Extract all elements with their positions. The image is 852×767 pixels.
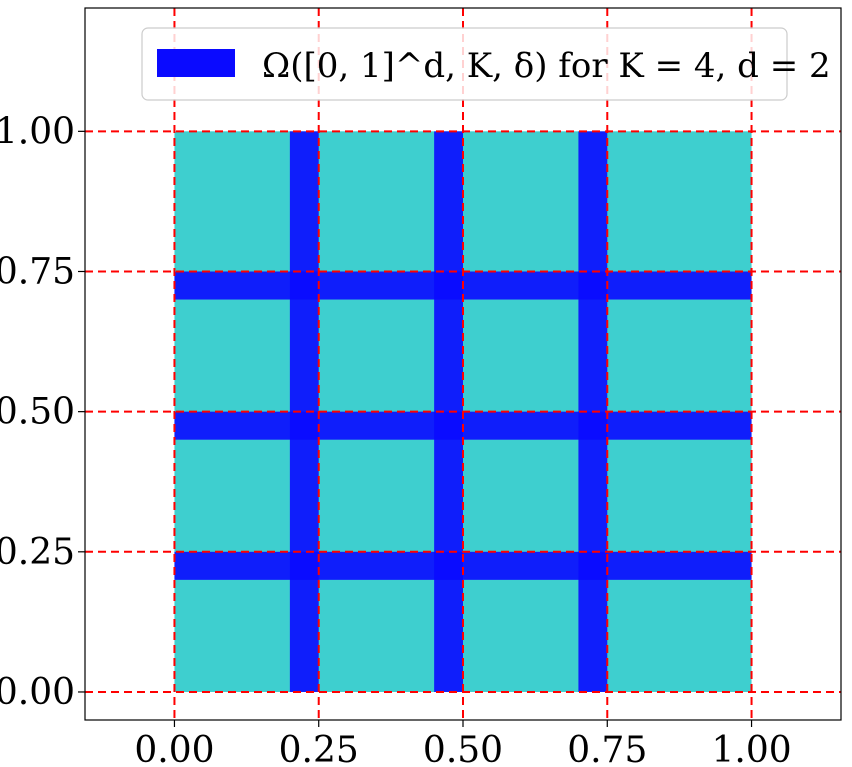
tick-layer: 0.00 0.25 0.50 0.75 1.00 0.00 0.25 0.50 0.75 1.00	[0, 111, 792, 767]
legend: Ω([0, 1]^d, K, δ) for K = 4, d = 2	[141, 27, 831, 101]
plot-area	[84, 7, 842, 721]
x-tick-label: 0.50	[423, 730, 503, 767]
y-tick-label: 0.00	[0, 672, 75, 713]
y-tick-label: 0.25	[0, 532, 75, 573]
x-tick-label: 0.00	[134, 730, 214, 767]
x-tick-label: 1.00	[711, 730, 791, 767]
y-tick-label: 0.75	[0, 251, 75, 292]
legend-swatch	[157, 49, 235, 77]
y-tick-label: 1.00	[0, 111, 75, 152]
x-tick-label: 0.75	[567, 730, 647, 767]
legend-label: Ω([0, 1]^d, K, δ) for K = 4, d = 2	[262, 46, 831, 86]
legend-box	[141, 27, 788, 101]
y-tick-label: 0.50	[0, 392, 75, 433]
x-tick-label: 0.25	[279, 730, 359, 767]
